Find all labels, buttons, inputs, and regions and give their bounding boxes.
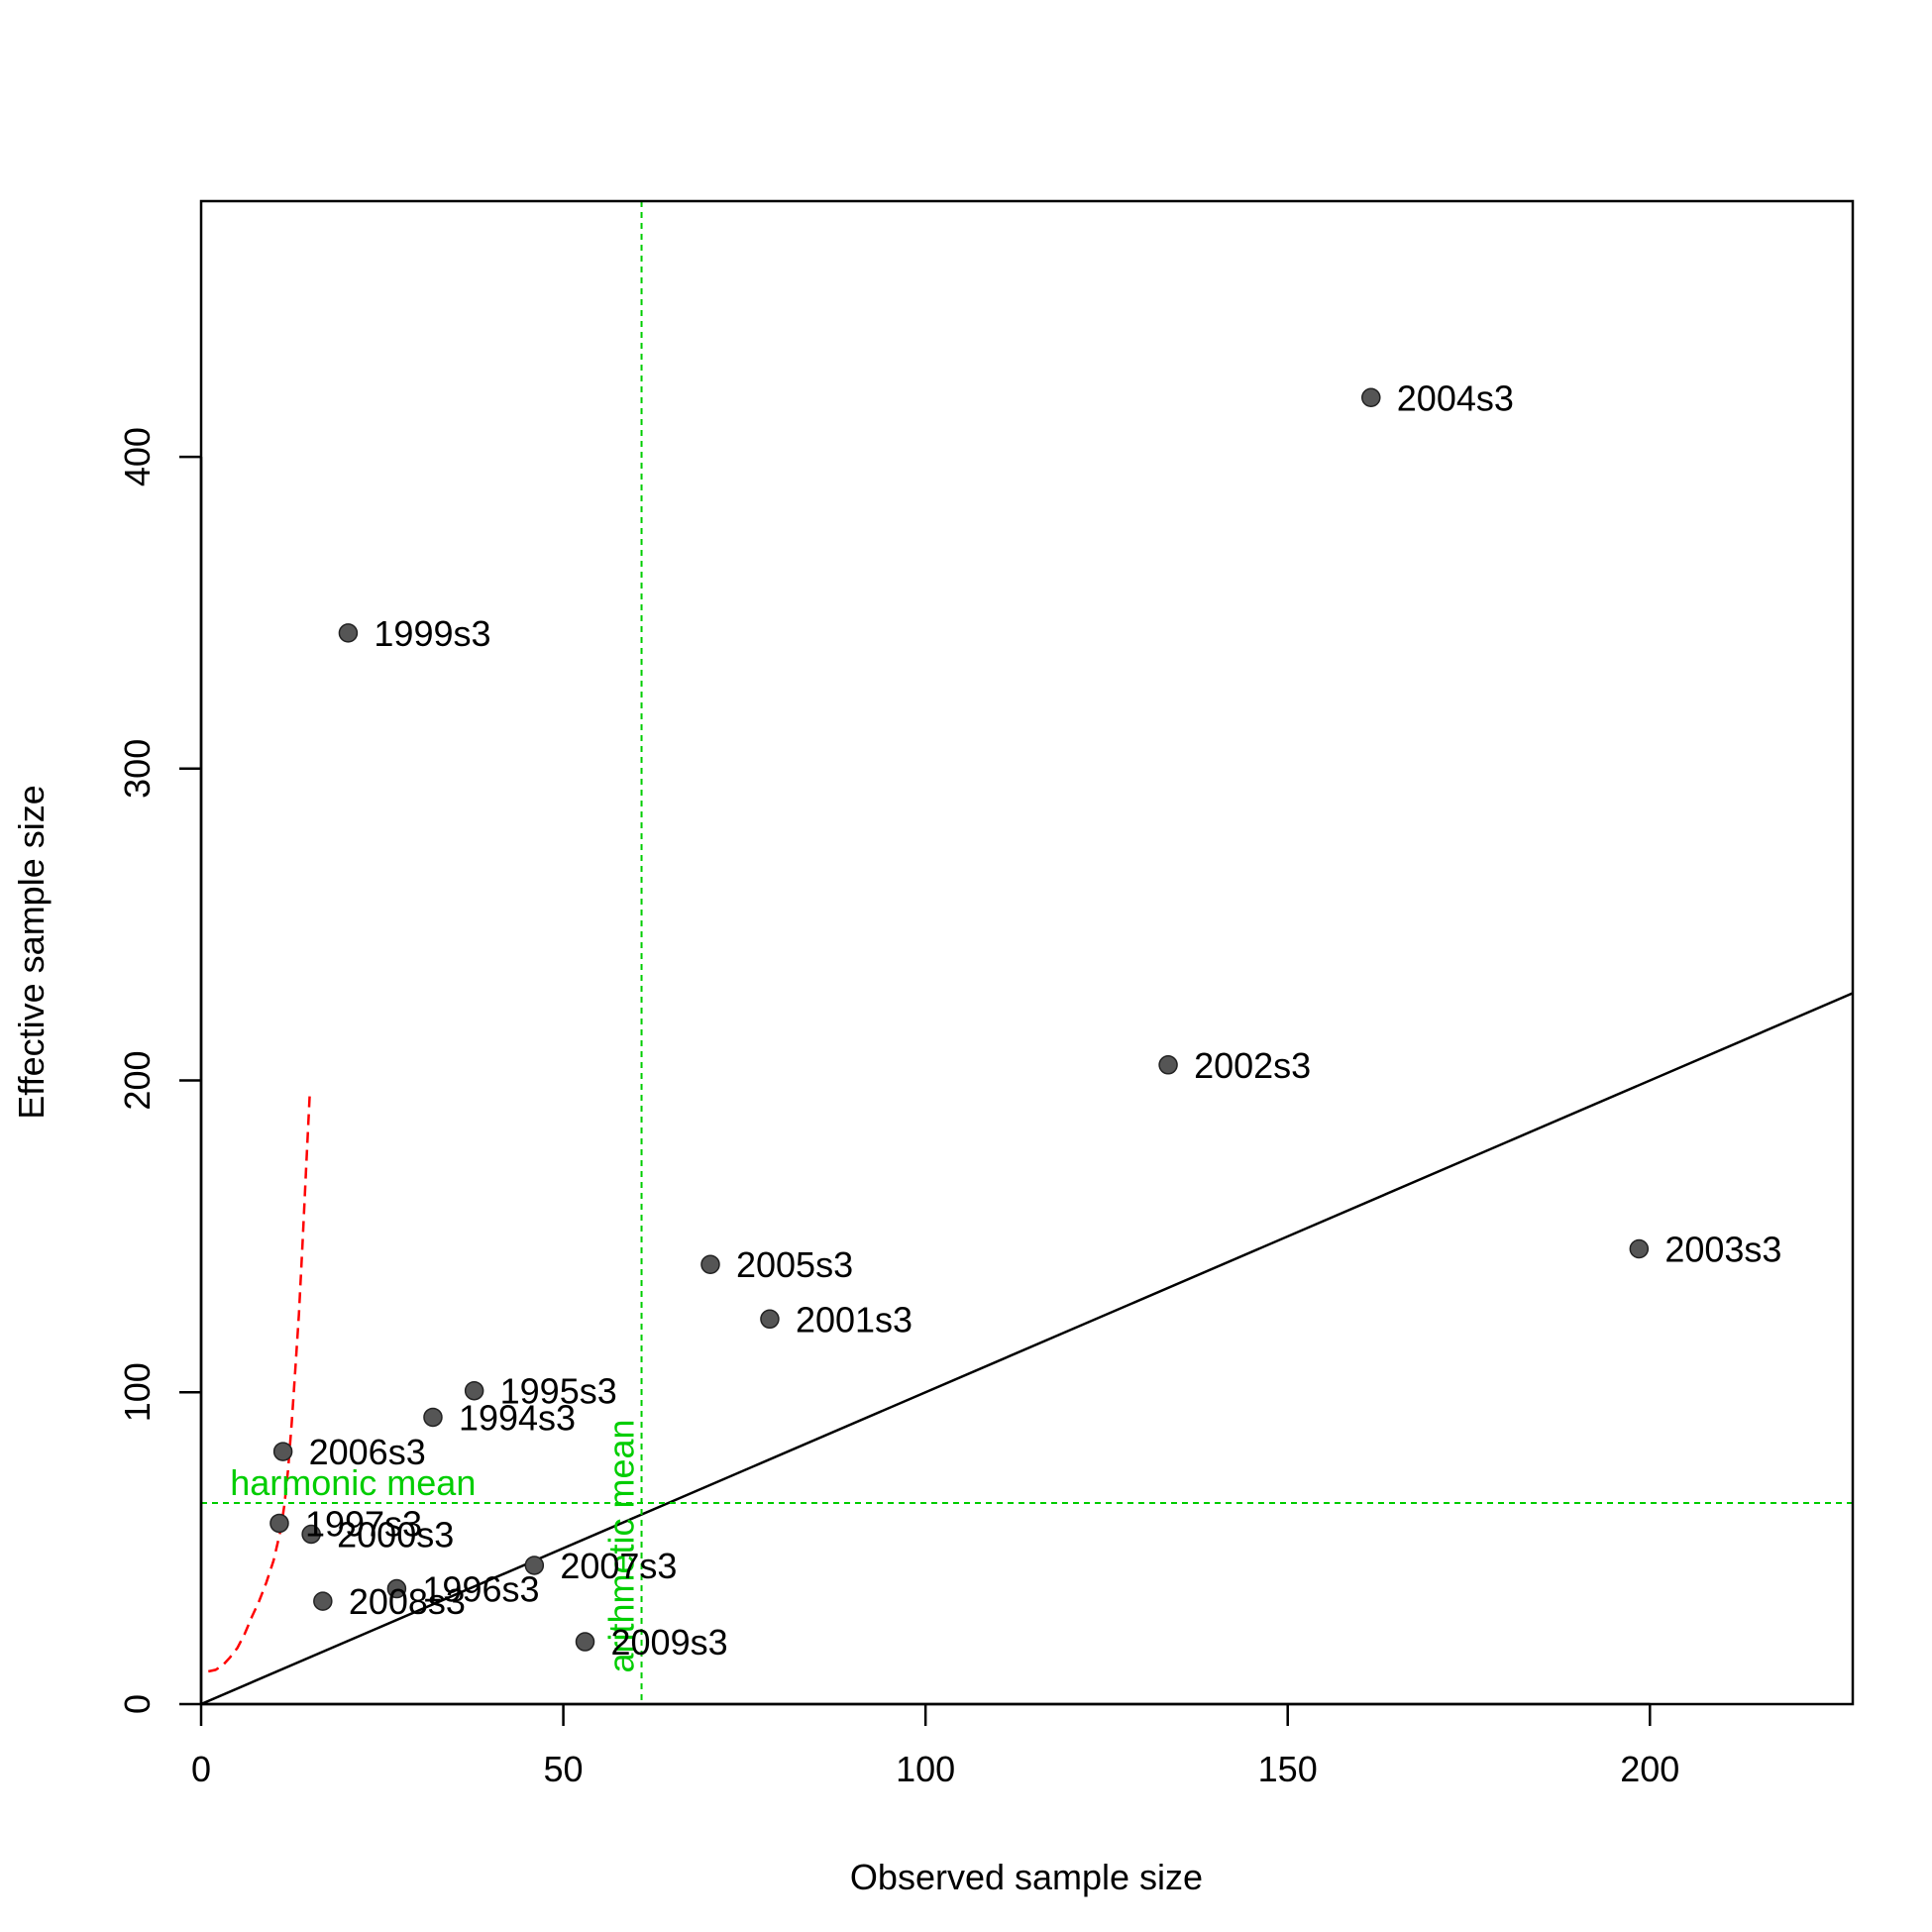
x-tick-label: 50 bbox=[544, 1749, 584, 1789]
harmonic-mean-label: harmonic mean bbox=[230, 1462, 476, 1503]
data-point bbox=[760, 1309, 780, 1330]
data-points bbox=[269, 387, 1650, 1652]
point-label: 1994s3 bbox=[459, 1397, 576, 1438]
point-label: 2005s3 bbox=[736, 1244, 853, 1285]
x-tick-label: 200 bbox=[1620, 1749, 1679, 1789]
point-label: 2001s3 bbox=[796, 1299, 912, 1340]
point-label: 2008s3 bbox=[349, 1581, 466, 1622]
point-labels: harmonic mean arithmetic mean 1994s31995s3… bbox=[230, 377, 1781, 1672]
data-point bbox=[269, 1513, 289, 1534]
data-point bbox=[301, 1524, 321, 1545]
point-label: 1996s3 bbox=[422, 1569, 539, 1610]
axes: 0 50 100 150 200 0 100 200 300 400 bbox=[117, 427, 1679, 1789]
point-label: 1999s3 bbox=[374, 613, 490, 654]
identity-line bbox=[201, 992, 1853, 1704]
point-label: 2003s3 bbox=[1664, 1229, 1781, 1269]
y-tick-label: 100 bbox=[117, 1362, 158, 1422]
harmonic-curve bbox=[208, 1093, 311, 1673]
point-label: 2000s3 bbox=[337, 1514, 454, 1555]
y-tick-label: 200 bbox=[117, 1051, 158, 1111]
data-point bbox=[313, 1591, 333, 1611]
data-point bbox=[1158, 1055, 1178, 1075]
data-point bbox=[338, 623, 359, 643]
point-label: 2002s3 bbox=[1194, 1045, 1311, 1086]
data-point bbox=[423, 1407, 443, 1428]
data-point bbox=[1361, 387, 1381, 408]
data-point bbox=[524, 1556, 545, 1575]
point-label: 1995s3 bbox=[500, 1371, 617, 1412]
reference-lines bbox=[201, 201, 1853, 1704]
data-point bbox=[272, 1442, 293, 1461]
data-point bbox=[464, 1380, 484, 1401]
x-tick-label: 150 bbox=[1258, 1749, 1318, 1789]
data-point bbox=[386, 1578, 407, 1599]
data-point bbox=[1629, 1238, 1650, 1259]
x-tick-label: 100 bbox=[896, 1749, 955, 1789]
y-axis-label: Effective sample size bbox=[11, 785, 52, 1119]
data-point bbox=[700, 1254, 720, 1274]
point-label: 2009s3 bbox=[611, 1622, 728, 1663]
arithmetic-mean-label: arithmetic mean bbox=[601, 1419, 642, 1672]
point-label: 2007s3 bbox=[560, 1546, 677, 1586]
x-axis-label: Observed sample size bbox=[850, 1857, 1203, 1897]
point-label: 1997s3 bbox=[305, 1503, 422, 1544]
point-label: 2006s3 bbox=[309, 1432, 426, 1472]
data-point bbox=[575, 1632, 595, 1652]
x-tick-label: 0 bbox=[191, 1749, 211, 1789]
y-tick-label: 300 bbox=[117, 739, 158, 799]
point-label: 2004s3 bbox=[1397, 377, 1514, 418]
y-tick-label: 400 bbox=[117, 427, 158, 486]
y-tick-label: 0 bbox=[117, 1694, 158, 1714]
